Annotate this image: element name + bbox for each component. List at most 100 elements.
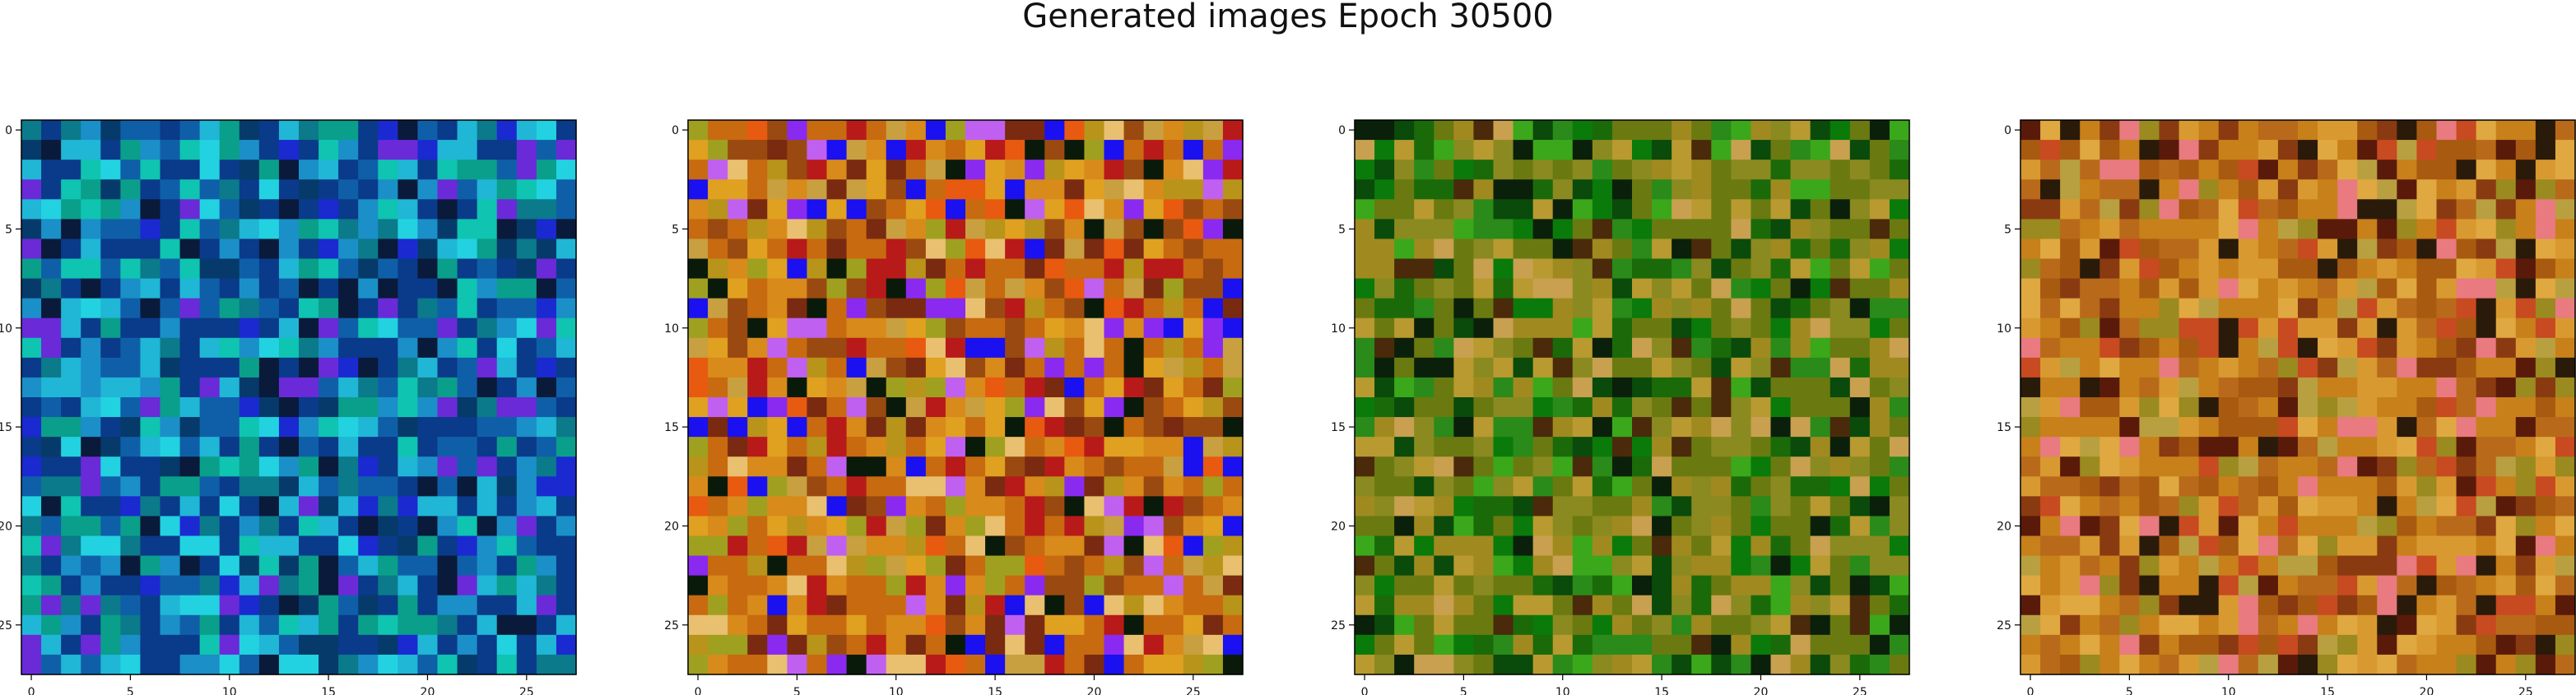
image-pixel bbox=[1203, 615, 1224, 636]
image-pixel bbox=[1612, 437, 1633, 457]
image-pixel bbox=[239, 437, 260, 457]
image-pixel bbox=[338, 556, 359, 577]
image-pixel bbox=[867, 358, 887, 378]
image-pixel bbox=[1533, 655, 1554, 675]
image-pixel bbox=[728, 595, 748, 616]
image-pixel bbox=[417, 437, 438, 457]
image-pixel bbox=[1494, 536, 1514, 557]
image-pixel bbox=[985, 378, 1006, 398]
image-pixel bbox=[1183, 199, 1204, 220]
image-pixel bbox=[926, 516, 946, 536]
image-pixel bbox=[1533, 417, 1554, 438]
image-pixel bbox=[2357, 259, 2378, 280]
image-pixel bbox=[2060, 476, 2081, 497]
x-tick-label: 10 bbox=[1555, 686, 1570, 695]
image-pixel bbox=[807, 397, 827, 418]
image-pixel bbox=[2239, 595, 2259, 616]
image-pixel bbox=[1394, 358, 1415, 378]
image-pixel bbox=[1044, 516, 1065, 536]
image-pixel bbox=[1652, 516, 1672, 536]
image-pixel bbox=[41, 179, 62, 200]
image-pixel bbox=[1850, 179, 1871, 200]
image-pixel bbox=[688, 179, 709, 200]
image-pixel bbox=[2457, 615, 2477, 636]
image-pixel bbox=[358, 358, 379, 378]
image-pixel bbox=[867, 140, 887, 160]
image-pixel bbox=[2377, 219, 2397, 239]
image-pixel bbox=[81, 595, 101, 616]
image-pixel bbox=[1025, 576, 1045, 596]
image-pixel bbox=[1632, 239, 1653, 259]
image-pixel bbox=[847, 456, 867, 477]
image-pixel bbox=[2457, 199, 2477, 220]
image-pixel bbox=[200, 160, 221, 180]
image-pixel bbox=[2476, 338, 2497, 359]
image-pixel bbox=[398, 516, 418, 536]
image-pixel bbox=[2258, 378, 2279, 398]
image-pixel bbox=[1414, 318, 1434, 339]
image-pixel bbox=[1652, 378, 1672, 398]
image-pixel bbox=[1573, 595, 1593, 616]
image-pixel bbox=[458, 496, 478, 517]
image-pixel bbox=[2298, 576, 2318, 596]
image-pixel bbox=[926, 417, 946, 438]
image-pixel bbox=[180, 179, 201, 200]
image-pixel bbox=[1044, 437, 1065, 457]
image-pixel bbox=[2219, 160, 2239, 180]
image-pixel bbox=[61, 635, 81, 656]
image-pixel bbox=[2139, 160, 2160, 180]
image-pixel bbox=[556, 358, 577, 378]
image-pixel bbox=[1791, 496, 1811, 517]
image-pixel bbox=[21, 536, 42, 557]
image-pixel bbox=[338, 397, 359, 418]
image-pixel bbox=[2437, 556, 2457, 577]
image-pixel bbox=[2060, 556, 2081, 577]
image-pixel bbox=[2160, 279, 2180, 299]
image-pixel bbox=[1025, 378, 1045, 398]
image-pixel bbox=[906, 199, 927, 220]
image-pixel bbox=[886, 536, 907, 557]
image-pixel bbox=[1870, 140, 1890, 160]
image-pixel bbox=[2397, 338, 2417, 359]
image-pixel bbox=[926, 456, 946, 477]
image-pixel bbox=[358, 199, 379, 220]
image-pixel bbox=[1830, 279, 1851, 299]
image-pixel bbox=[1453, 259, 1474, 280]
image-pixel bbox=[41, 318, 62, 339]
image-pixel bbox=[2437, 397, 2457, 418]
image-pixel bbox=[1771, 476, 1792, 497]
image-pixel bbox=[338, 417, 359, 438]
image-pixel bbox=[1144, 615, 1165, 636]
image-pixel bbox=[1514, 417, 1534, 438]
image-pixel bbox=[1203, 655, 1224, 675]
image-pixel bbox=[1494, 219, 1514, 239]
image-pixel bbox=[2040, 397, 2061, 418]
image-pixel bbox=[1203, 536, 1224, 557]
image-pixel bbox=[1691, 635, 1712, 656]
image-pixel bbox=[1830, 179, 1851, 200]
image-pixel bbox=[1084, 496, 1104, 517]
image-pixel bbox=[2060, 179, 2081, 200]
image-pixel bbox=[1005, 140, 1025, 160]
image-pixel bbox=[2476, 417, 2497, 438]
image-pixel bbox=[2258, 358, 2279, 378]
image-pixel bbox=[886, 120, 907, 141]
image-pixel bbox=[81, 516, 101, 536]
image-pixel bbox=[1183, 299, 1204, 319]
image-pixel bbox=[1355, 437, 1375, 457]
image-pixel bbox=[1203, 140, 1224, 160]
image-pixel bbox=[1771, 219, 1792, 239]
image-pixel bbox=[2377, 476, 2397, 497]
image-pixel bbox=[299, 239, 319, 259]
image-pixel bbox=[747, 456, 768, 477]
image-pixel bbox=[2318, 397, 2338, 418]
image-pixel bbox=[2377, 576, 2397, 596]
image-pixel bbox=[2199, 299, 2220, 319]
image-pixel bbox=[807, 140, 827, 160]
image-pixel bbox=[537, 239, 557, 259]
image-pixel bbox=[279, 259, 300, 280]
image-pixel bbox=[378, 378, 398, 398]
image-panel-4: 0 5 10 15 20 250510152025 bbox=[1997, 120, 2575, 695]
image-pixel bbox=[747, 536, 768, 557]
image-pixel bbox=[180, 556, 201, 577]
